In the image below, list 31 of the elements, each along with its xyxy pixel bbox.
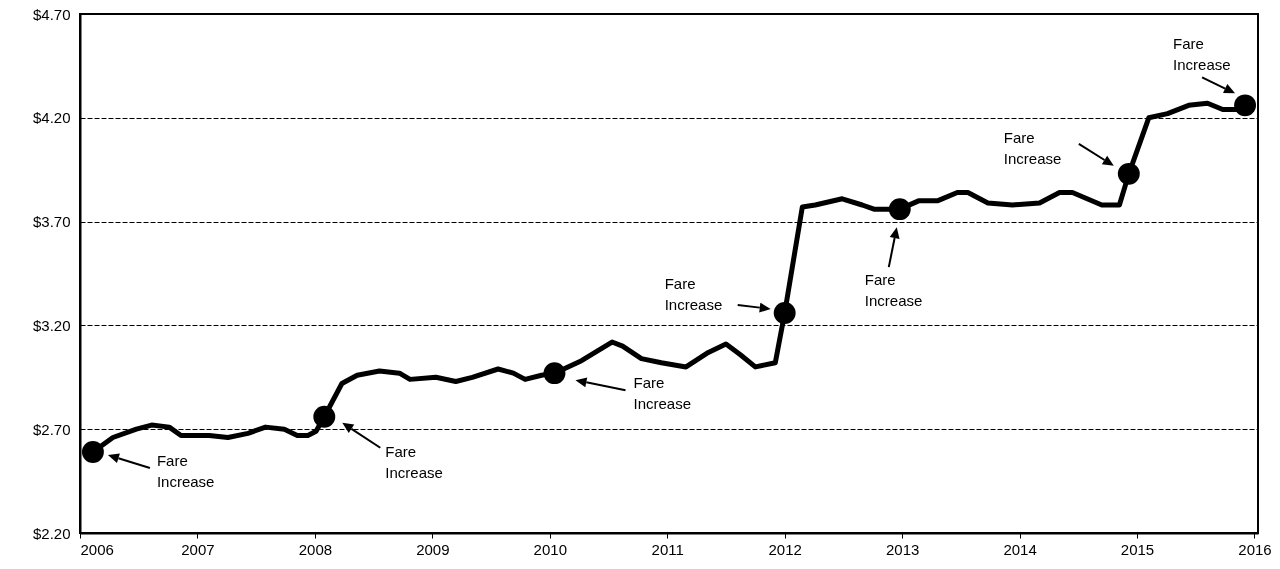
y-tick-label: $4.20 bbox=[32, 109, 71, 127]
x-tick-label: 2012 bbox=[768, 540, 802, 558]
point bbox=[543, 362, 566, 385]
annotation: Fare Increase bbox=[156, 452, 215, 491]
point bbox=[1117, 162, 1140, 185]
annotation: Fare Increase bbox=[385, 442, 443, 481]
x-tick-label: 2013 bbox=[885, 540, 920, 558]
x-tick-label: 2006 bbox=[80, 540, 114, 558]
point bbox=[313, 405, 336, 428]
point bbox=[81, 441, 104, 463]
y-tick-label: $2.70 bbox=[32, 420, 71, 438]
point bbox=[773, 302, 796, 324]
annotation: Fare Increase bbox=[1003, 128, 1062, 167]
x-tick-label: 2010 bbox=[533, 540, 567, 558]
annotation: Fare Increase bbox=[864, 271, 923, 310]
x-tick-label: 2014 bbox=[1003, 540, 1037, 558]
x-tick-label: 2009 bbox=[416, 540, 450, 558]
y-tick-label: $3.70 bbox=[32, 213, 71, 231]
annotation: Fare Increase bbox=[1173, 35, 1231, 74]
x-tick-label: 2011 bbox=[651, 540, 684, 558]
x-tick-label: 2007 bbox=[181, 540, 215, 558]
x-tick-label: 2008 bbox=[298, 540, 333, 558]
y-tick-label: $2.20 bbox=[32, 524, 71, 542]
annotation: Fare Increase bbox=[664, 274, 723, 313]
point bbox=[1234, 94, 1257, 117]
x-tick-label: 2015 bbox=[1120, 540, 1155, 558]
y-tick-label: $4.70 bbox=[32, 5, 71, 23]
x-tick-label: 2016 bbox=[1238, 540, 1272, 558]
annotation: Fare Increase bbox=[633, 374, 692, 413]
point bbox=[888, 198, 911, 221]
y-tick-label: $3.20 bbox=[32, 316, 71, 334]
